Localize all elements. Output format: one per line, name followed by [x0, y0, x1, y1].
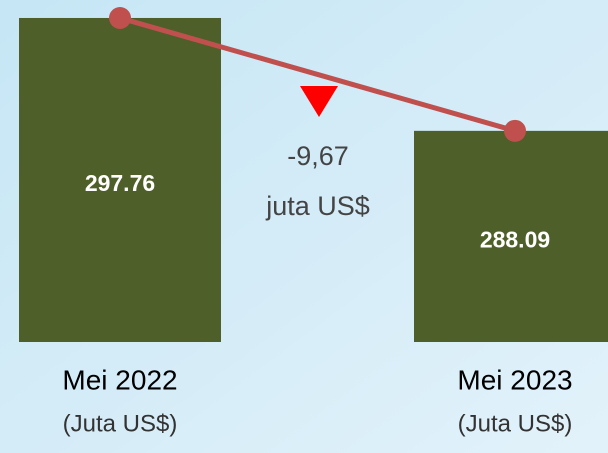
bar [414, 130, 608, 342]
bar [19, 17, 221, 342]
annotation: -9,67 [287, 141, 349, 171]
decrease-marker [300, 86, 338, 117]
category-unit: (Juta US$) [458, 410, 573, 437]
trend-marker [504, 119, 526, 142]
trend-marker [109, 6, 131, 29]
category-label: Mei 2023 [457, 364, 572, 395]
category-label: Mei 2022 [62, 364, 177, 395]
trend-line [119, 15, 516, 134]
annotation: juta US$ [265, 191, 370, 221]
value-label: 297.76 [85, 170, 155, 196]
value-label: 288.09 [480, 227, 550, 253]
category-unit: (Juta US$) [63, 410, 178, 437]
